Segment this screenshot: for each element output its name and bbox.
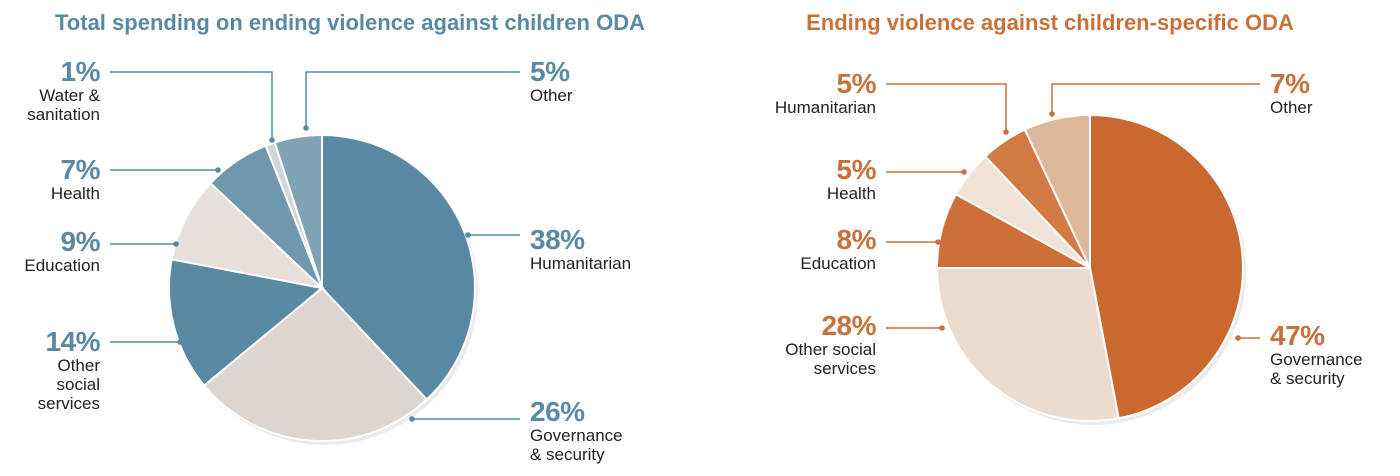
slice-label-education: 8% Education <box>800 224 877 274</box>
leader-dot <box>303 125 309 131</box>
slice-name: Education <box>800 254 876 273</box>
slice-percent: 1% <box>60 56 101 87</box>
slice-name: Health <box>826 184 876 203</box>
leader-dot <box>1003 129 1009 135</box>
slice-name: Health <box>50 184 100 203</box>
leader-line-other <box>305 71 520 128</box>
slice-label-education: 9% Education <box>24 226 101 276</box>
leader-dot <box>177 339 183 345</box>
slice-percent: 8% <box>836 224 877 255</box>
leader-dot <box>961 169 967 175</box>
slice-percent: 5% <box>836 154 877 185</box>
pie-slice-governance-security <box>1089 113 1244 420</box>
leader-dot <box>173 241 179 247</box>
pie-slice-other-social-services <box>935 267 1120 422</box>
pie-slice-other-social-services <box>167 258 325 387</box>
chart-total-spending: Total spending on ending violence agains… <box>24 10 645 465</box>
slice-name: Education <box>24 256 100 275</box>
slice-percent: 38% <box>530 224 585 255</box>
leader-line-water-sanitation <box>110 71 273 140</box>
slice-label-other-social-services: 28% Other social services <box>785 310 876 379</box>
leader-line-other <box>1051 83 1260 114</box>
slice-percent: 5% <box>530 56 570 87</box>
leader-dot <box>269 137 275 143</box>
chart-title: Ending violence against children-specifi… <box>806 10 1294 35</box>
slice-name: Governance & security <box>530 426 623 464</box>
slice-percent: 9% <box>60 226 101 257</box>
pie-chart-total <box>110 71 520 445</box>
leader-dot <box>1235 335 1241 341</box>
slice-label-other-social-services: 14% Other social services <box>37 326 101 414</box>
slice-label-health: 5% Health <box>826 154 877 204</box>
slice-label-governance-security: 47% Governance & security <box>1270 320 1363 389</box>
slice-name: Water & sanitation <box>27 86 100 124</box>
slice-percent: 26% <box>530 396 585 427</box>
slice-name: Other social services <box>37 356 100 413</box>
slice-name: Humanitarian <box>774 98 876 117</box>
slice-percent: 47% <box>1270 320 1325 351</box>
slice-percent: 5% <box>836 68 877 99</box>
pie-slice-other <box>273 133 323 289</box>
slice-label-governance-security: 26% Governance & security <box>530 396 623 465</box>
leader-dot <box>409 416 415 422</box>
pie-slice-humanitarian <box>321 133 476 401</box>
slice-name: Humanitarian <box>530 254 632 273</box>
leader-dot <box>465 232 471 238</box>
slice-label-other: 7% Other <box>1270 68 1313 118</box>
leader-line-humanitarian <box>886 83 1007 132</box>
slice-percent: 7% <box>60 154 101 185</box>
pie-slice-other <box>1023 113 1091 269</box>
pie-slice-education <box>170 181 326 290</box>
pie-slice-governance-security <box>202 286 429 442</box>
slice-percent: 7% <box>1270 68 1310 99</box>
slice-name: Other <box>530 86 573 105</box>
leader-dot <box>939 325 945 331</box>
pie-chart-specific <box>886 83 1260 425</box>
slice-name: Other social services <box>785 340 876 378</box>
slice-percent: 28% <box>821 310 876 341</box>
slice-label-humanitarian: 38% Humanitarian <box>530 224 632 274</box>
slice-percent: 14% <box>45 326 100 357</box>
leader-dot <box>935 239 941 245</box>
slice-name: Other <box>1270 98 1313 117</box>
leader-dot <box>1049 111 1055 117</box>
slice-name: Governance & security <box>1270 350 1363 388</box>
chart-specific-oda: Ending violence against children-specifi… <box>700 0 1400 476</box>
chart-title: Total spending on ending violence agains… <box>55 10 645 35</box>
slice-label-water-sanitation: 1% Water & sanitation <box>27 56 101 125</box>
slice-label-humanitarian: 5% Humanitarian <box>774 68 877 118</box>
slice-label-other: 5% Other <box>530 56 573 106</box>
leader-dot <box>215 167 221 173</box>
slice-label-health: 7% Health <box>50 154 101 204</box>
